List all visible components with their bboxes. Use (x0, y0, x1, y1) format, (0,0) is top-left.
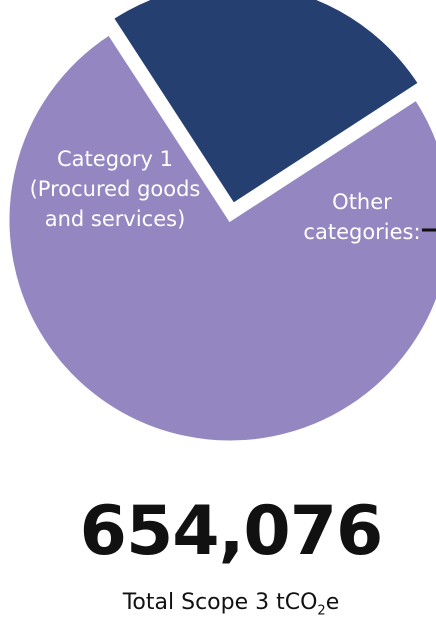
total-caption-prefix: Total Scope 3 tCO (122, 590, 318, 615)
pie-slice-label-1: Category 1 (Procured goods and services) (30, 147, 201, 231)
total-caption-subscript: 2 (317, 603, 326, 619)
pie-slice-2 (110, 0, 422, 207)
pie-slice-label-2: Other categories: (303, 190, 420, 244)
total-caption: Total Scope 3 tCO2e (0, 590, 436, 618)
total-value: 654,076 (79, 492, 384, 571)
total-caption-suffix: e (325, 590, 340, 615)
pie-slice-1 (6, 31, 436, 444)
pie-chart: Category 1 (Procured goods and services) Ot… (6, 0, 436, 444)
